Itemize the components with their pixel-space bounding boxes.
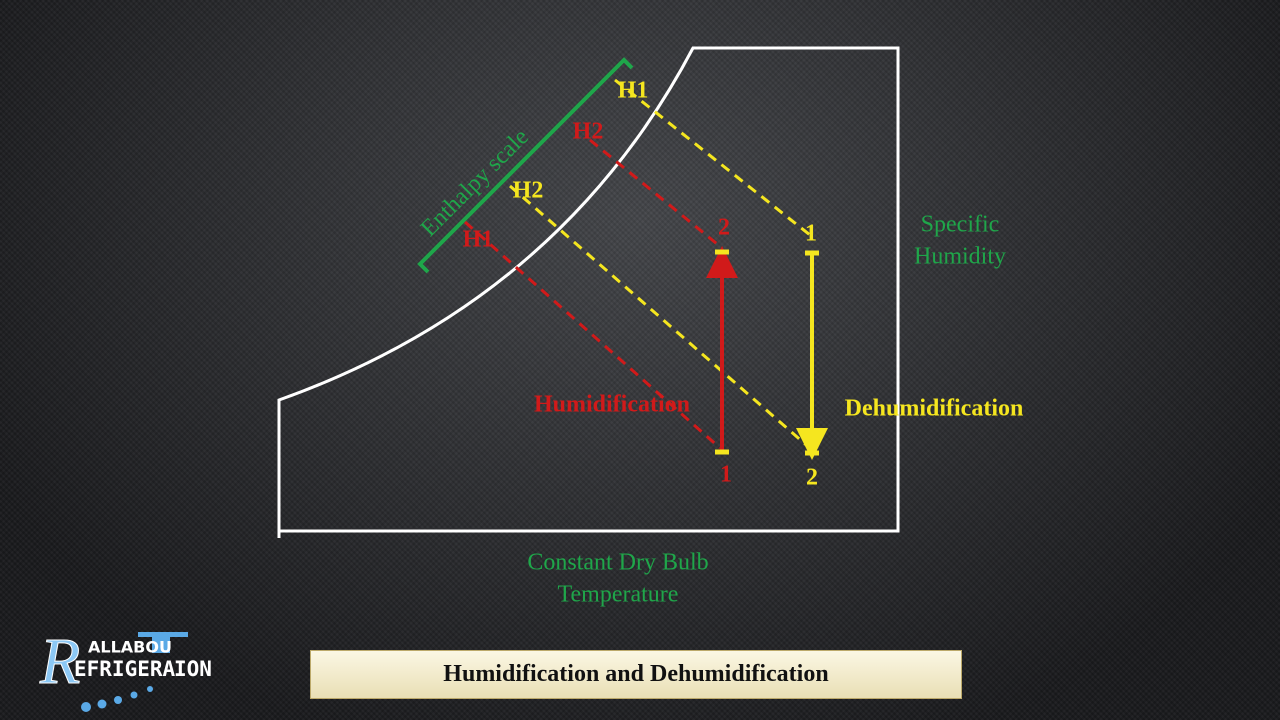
logo-dot [114,696,122,704]
dashed-line [589,138,723,250]
state-label: 2 [806,465,818,491]
logo-dot [147,686,153,692]
end-caps [715,249,819,456]
axis-label: Constant Dry Bulb [527,550,708,576]
logo-middle: EFRIGERA [74,657,176,681]
humidification-label: Humidification [534,392,690,418]
enthalpy-scale-bar [417,57,634,274]
state-label: 2 [718,215,730,241]
logo-top: ALLABOU [88,638,172,657]
logo-end: ION [174,657,212,681]
enthalpy-lines [464,78,813,452]
dashed-line [614,78,811,237]
enthalpy-mark: H2 [573,119,604,145]
caption: Humidification and Dehumidification [310,650,962,699]
axis-label: Humidity [914,244,1006,270]
dehumidification-label: Dehumidification [845,396,1024,422]
logo-dot [97,699,107,709]
scale-line [417,57,634,274]
chart-outline [277,46,900,538]
logo-dot [81,702,91,712]
outline-path [277,46,900,538]
axis-label: Temperature [558,582,679,608]
dashed-line [464,220,721,450]
state-label: 1 [805,221,817,247]
state-label: 1 [720,462,732,488]
logo: R ALLABOU EFRIGERA ION [39,625,212,712]
enthalpy-mark: H1 [618,78,649,104]
logo-dot [130,691,138,699]
logo-bar [152,637,170,653]
axis-label: Specific [921,212,1000,238]
enthalpy-mark: H1 [463,227,494,253]
enthalpy-mark: H2 [513,178,544,204]
logo-initial: R [39,625,80,698]
logo-bar [138,632,188,637]
